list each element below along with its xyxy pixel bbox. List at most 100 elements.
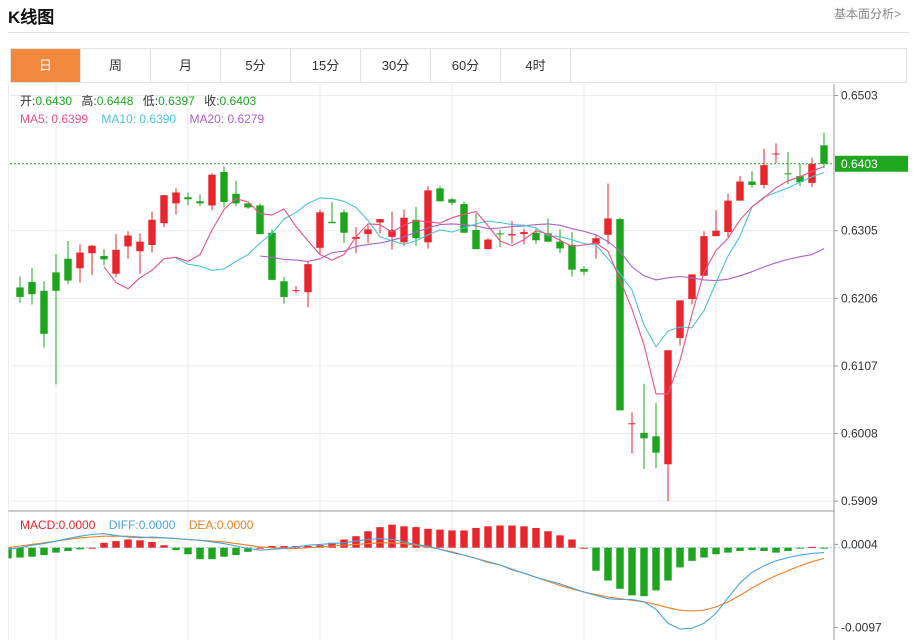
macd-bar	[196, 547, 204, 560]
candle-body	[316, 212, 324, 248]
macd-bar	[64, 547, 72, 551]
candle-body	[328, 221, 336, 224]
macd-legend-dea: DEA:0.0000	[189, 518, 254, 532]
macd-bar	[640, 547, 648, 597]
candle-body	[112, 249, 120, 274]
candle-body	[172, 192, 180, 204]
close-value: 0.6403	[220, 94, 257, 108]
candle-body	[148, 219, 156, 246]
candle-body	[784, 173, 792, 175]
tab-month[interactable]: 月	[151, 49, 221, 82]
macd-bar	[160, 545, 168, 548]
macd-bar	[280, 546, 288, 548]
macd-bar	[652, 547, 660, 591]
tab-day[interactable]: 日	[11, 49, 81, 82]
candle-body	[652, 436, 660, 453]
tab-5min[interactable]: 5分	[221, 49, 291, 82]
macd-bar	[220, 547, 228, 557]
candle-body	[16, 287, 24, 297]
candle-body	[820, 145, 828, 164]
ohlc-legend: 开:0.6430 高:0.6448 低:0.6397 收:0.6403	[20, 93, 257, 108]
macd-bar	[736, 547, 744, 551]
macd-bar	[352, 536, 360, 548]
open-value: 0.6430	[35, 94, 72, 108]
candle-body	[244, 203, 252, 208]
ma10-legend: MA10: 0.6390	[101, 112, 176, 126]
price-grid	[10, 84, 834, 640]
tab-60min[interactable]: 60分	[431, 49, 501, 82]
page-title: K线图	[8, 8, 55, 27]
macd-lines	[8, 533, 825, 630]
macd-bar	[376, 527, 384, 548]
candle-body	[556, 241, 564, 249]
candle-body	[460, 204, 468, 233]
candle-body	[280, 281, 288, 297]
candle-body	[220, 171, 228, 203]
candle-body	[352, 236, 360, 239]
macd-bar	[580, 547, 588, 549]
candle-body	[748, 181, 756, 185]
candle-body	[436, 188, 444, 202]
macd-bar	[400, 526, 408, 548]
candle-body	[496, 233, 504, 235]
candle-body	[292, 290, 300, 292]
candle-body	[184, 197, 192, 200]
macd-bar	[604, 547, 612, 581]
candle-body	[616, 219, 624, 411]
candle-body	[40, 290, 48, 334]
macd-bar	[676, 547, 684, 568]
candle-body	[604, 218, 612, 235]
price-tick-label: 0.6305	[841, 224, 878, 238]
candle-body	[376, 219, 384, 223]
tab-15min[interactable]: 15分	[291, 49, 361, 82]
ma-lines	[103, 165, 825, 395]
macd-bar	[436, 529, 444, 548]
macd-bar	[556, 535, 564, 548]
candle-body	[808, 163, 816, 183]
macd-bar	[124, 539, 132, 548]
macd-bar	[532, 527, 540, 548]
macd-bar	[688, 547, 696, 561]
candle-body	[796, 176, 804, 183]
header-divider	[8, 32, 909, 33]
candle-body	[772, 153, 780, 155]
macd-bar	[748, 547, 756, 551]
price-tick-label: 0.5909	[841, 494, 878, 508]
macd-histogram	[8, 524, 828, 597]
macd-tick-label: -0.0097	[841, 620, 882, 634]
candle-body	[568, 245, 576, 270]
macd-bar	[712, 547, 720, 555]
candle-body	[256, 205, 264, 235]
tab-4hour[interactable]: 4时	[501, 49, 571, 82]
macd-bar	[628, 547, 636, 596]
macd-bar	[592, 547, 600, 571]
candle-body	[52, 272, 60, 291]
candle-body	[268, 232, 276, 280]
macd-bar	[496, 525, 504, 548]
macd-bar	[796, 547, 804, 549]
macd-bar	[244, 547, 252, 552]
macd-bar	[148, 541, 156, 548]
fundamental-analysis-link[interactable]: 基本面分析>	[833, 7, 901, 21]
candle-body	[448, 199, 456, 203]
candle-body	[712, 230, 720, 237]
candle-body	[472, 230, 480, 250]
ma-legend: MA5: 0.6399 MA10: 0.6390 MA20: 0.6279	[20, 112, 264, 126]
macd-bar	[28, 547, 36, 557]
candle-body	[412, 219, 420, 239]
tab-30min[interactable]: 30分	[361, 49, 431, 82]
macd-bar	[388, 524, 396, 548]
candle-body	[100, 255, 108, 260]
macd-bar	[808, 546, 816, 548]
low-value: 0.6397	[158, 94, 195, 108]
tab-week[interactable]: 周	[81, 49, 151, 82]
macd-bar	[784, 547, 792, 551]
macd-bar	[340, 539, 348, 548]
macd-bar	[484, 526, 492, 548]
candle-body	[676, 300, 684, 338]
kline-chart[interactable]: 0.6503 0.6305 0.6206 0.6107 0.6008 0.5909 0.64…	[8, 84, 913, 644]
candle-body	[544, 233, 552, 242]
macd-bar	[256, 547, 264, 549]
candle-body	[124, 235, 132, 247]
candle-body	[724, 200, 732, 233]
